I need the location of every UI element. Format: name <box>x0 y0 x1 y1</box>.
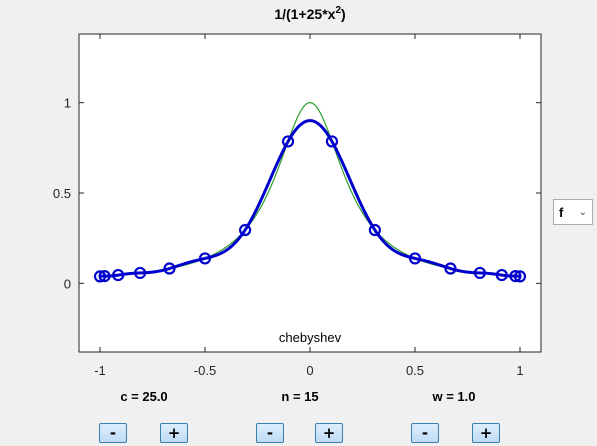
interpolation-point <box>281 135 295 148</box>
interpolation-point <box>368 223 381 237</box>
c-decrease-button[interactable]: - <box>99 423 127 443</box>
c-increase-button[interactable]: + <box>160 423 188 443</box>
interpolation-point <box>93 270 107 283</box>
interpolation-point <box>134 266 147 280</box>
c-label: c = 25.0 <box>120 389 168 404</box>
interpolation-point <box>509 269 522 283</box>
y-tick-label: 1 <box>64 96 71 111</box>
interpolation-point <box>163 262 176 275</box>
function-select[interactable]: f ⌄ <box>553 199 593 225</box>
interpolation-point <box>98 269 111 283</box>
x-tick-label: -1 <box>94 363 106 378</box>
interpolation-point <box>495 268 508 282</box>
interpolation-point <box>112 268 125 282</box>
interpolation-point <box>513 270 527 283</box>
method-annotation: chebyshev <box>279 330 342 345</box>
interpolation-point <box>198 252 212 265</box>
x-tick-label: 0.5 <box>406 363 424 378</box>
n-increase-button[interactable]: + <box>315 423 343 443</box>
markers-layer <box>93 135 527 283</box>
interpolation-point <box>444 262 457 275</box>
ticks-layer: -1 -0.5 0 0.5 1 0 0.5 1 <box>53 34 541 378</box>
n-decrease-button[interactable]: - <box>256 423 284 443</box>
w-label: w = 1.0 <box>432 389 476 404</box>
interpolation-point <box>408 252 422 265</box>
interpolation-point <box>239 223 252 237</box>
x-tick-label: 0 <box>306 363 313 378</box>
x-tick-label: -0.5 <box>194 363 216 378</box>
chart-title: 1/(1+25*x2) <box>274 5 345 22</box>
n-label: n = 15 <box>281 389 319 404</box>
chevron-down-icon: ⌄ <box>578 206 587 218</box>
series-layer <box>99 102 521 278</box>
x-tick-label: 1 <box>516 363 523 378</box>
interpolant-line <box>99 119 521 278</box>
axes-box <box>78 33 542 353</box>
function-select-value: f <box>559 204 564 220</box>
y-tick-label: 0 <box>64 276 71 291</box>
w-decrease-button[interactable]: - <box>411 423 439 443</box>
interpolation-point <box>325 135 339 148</box>
interpolation-point <box>473 266 486 280</box>
w-increase-button[interactable]: + <box>472 423 500 443</box>
y-tick-label: 0.5 <box>53 186 71 201</box>
